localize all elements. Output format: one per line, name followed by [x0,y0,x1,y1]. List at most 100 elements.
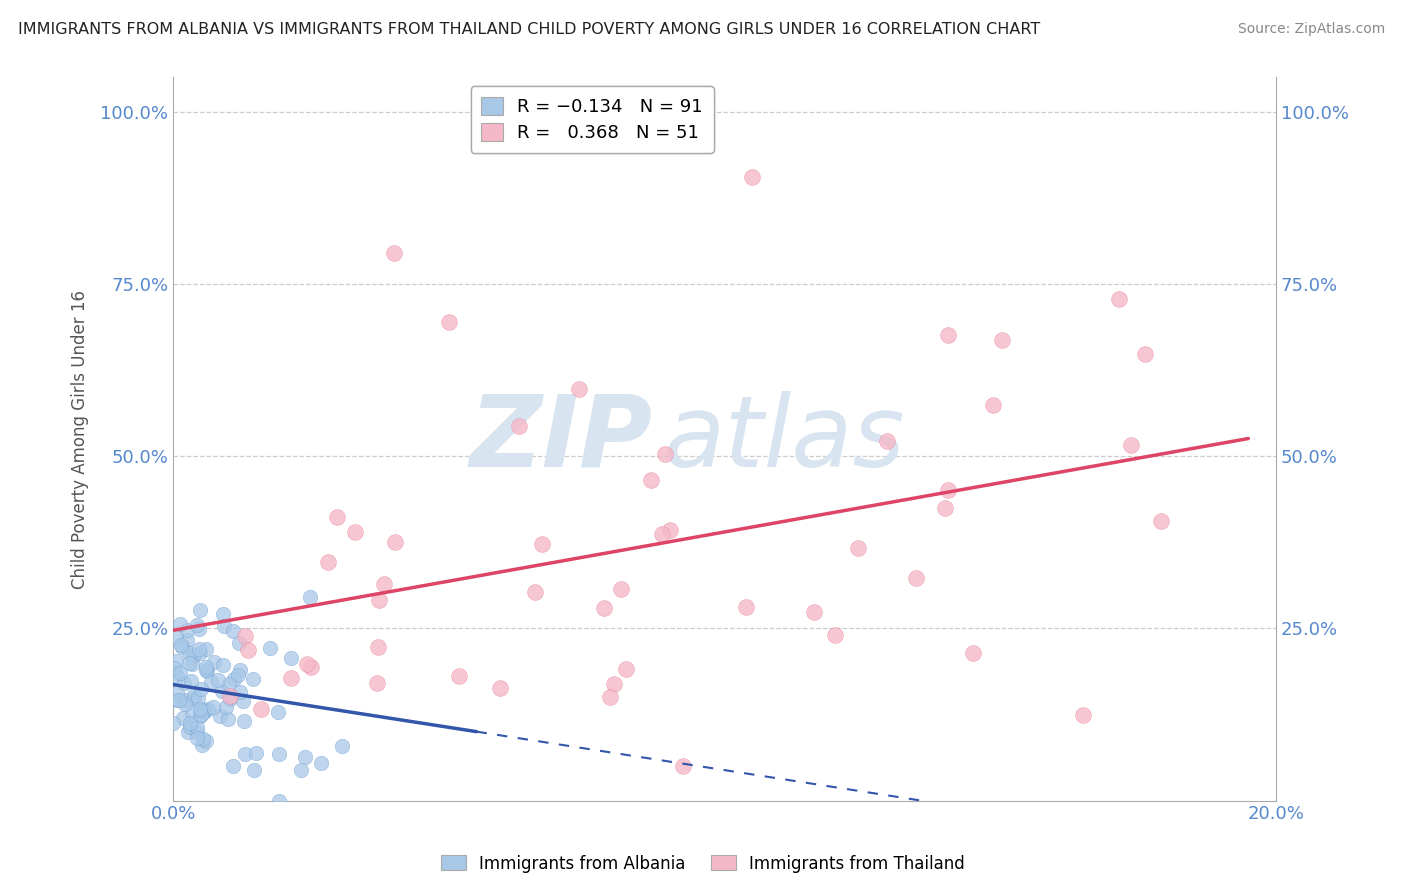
Point [568,382,591,396]
Point [614,662,637,676]
Point [200,674,222,689]
Point [267,705,290,719]
Point [245,746,267,760]
Point [181,706,204,720]
Point [1071,707,1094,722]
Point [280,651,302,665]
Point [183,691,205,706]
Point [326,509,349,524]
Text: IMMIGRANTS FROM ALBANIA VS IMMIGRANTS FROM THAILAND CHILD POVERTY AMONG GIRLS UN: IMMIGRANTS FROM ALBANIA VS IMMIGRANTS FR… [18,22,1040,37]
Point [207,673,229,687]
Point [437,315,460,329]
Point [194,659,217,673]
Point [803,605,825,619]
Point [166,669,188,683]
Point [290,763,312,777]
Point [242,672,264,686]
Point [179,674,201,689]
Point [508,419,530,434]
Text: Source: ZipAtlas.com: Source: ZipAtlas.com [1237,22,1385,37]
Point [344,524,367,539]
Point [259,641,281,656]
Point [603,676,626,690]
Point [174,697,197,711]
Point [297,657,319,672]
Point [186,724,208,739]
Point [233,629,256,643]
Point [183,688,205,702]
Point [488,681,510,696]
Point [219,692,242,706]
Point [222,624,245,638]
Point [180,657,202,671]
Point [193,705,215,719]
Point [187,690,209,705]
Point [188,603,211,617]
Point [233,747,256,762]
Point [876,434,898,448]
Point [1119,438,1142,452]
Y-axis label: Child Poverty Among Girls Under 16: Child Poverty Among Girls Under 16 [72,290,89,589]
Point [1108,293,1130,307]
Point [373,576,395,591]
Point [165,654,187,668]
Point [173,693,195,707]
Point [194,641,217,656]
Point [165,630,187,644]
Point [224,673,246,687]
Point [170,640,193,654]
Point [211,657,233,672]
Point [190,702,212,716]
Point [367,640,389,655]
Point [195,664,218,678]
Point [222,759,245,773]
Point [934,501,956,516]
Point [531,537,554,551]
Legend: Immigrants from Albania, Immigrants from Thailand: Immigrants from Albania, Immigrants from… [434,848,972,880]
Legend: R = −0.134   N = 91, R =   0.368   N = 51: R = −0.134 N = 91, R = 0.368 N = 51 [471,87,714,153]
Point [191,739,214,753]
Point [846,541,869,556]
Point [176,623,198,637]
Point [177,656,200,670]
Point [1133,347,1156,361]
Point [181,648,204,663]
Point [215,699,238,714]
Point [169,693,191,707]
Point [170,638,193,652]
Point [250,702,273,716]
Point [226,668,249,682]
Point [824,628,846,642]
Point [183,648,205,662]
Point [366,675,388,690]
Text: atlas: atlas [664,391,905,488]
Point [368,593,391,607]
Point [218,677,240,691]
Point [176,633,198,648]
Point [191,732,214,747]
Point [179,646,201,660]
Point [269,794,291,808]
Point [904,570,927,584]
Point [384,534,406,549]
Point [188,642,211,657]
Point [672,759,695,773]
Point [243,763,266,777]
Point [188,709,211,723]
Point [449,668,471,682]
Point [195,734,218,748]
Text: ZIP: ZIP [470,391,652,488]
Point [299,659,322,673]
Point [741,170,763,185]
Point [299,590,322,604]
Point [592,600,614,615]
Point [186,617,208,632]
Point [190,681,212,696]
Point [316,555,339,569]
Point [938,483,960,498]
Point [232,693,254,707]
Point [179,715,201,730]
Point [177,725,200,739]
Point [217,712,239,726]
Point [193,703,215,717]
